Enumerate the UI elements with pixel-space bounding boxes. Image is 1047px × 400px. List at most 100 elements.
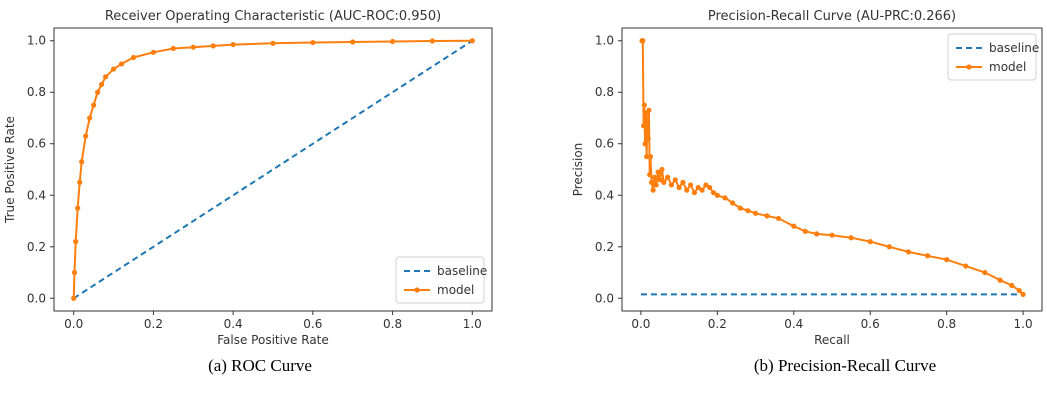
roc-x-tick-label: 0.2 <box>144 317 163 331</box>
prc-x-tick-label: 0.6 <box>861 317 880 331</box>
prc-model-point <box>752 210 759 216</box>
prc-model-point <box>647 172 653 178</box>
roc-y-tick-label: 0.6 <box>27 137 46 151</box>
prc-model-point <box>722 195 728 201</box>
roc-y-axis-label: True Positive Rate <box>3 116 17 224</box>
prc-model-point <box>1009 282 1015 288</box>
roc-x-axis-label: False Positive Rate <box>217 333 329 347</box>
prc-plot-frame <box>621 27 1043 312</box>
prc-model-point <box>1016 287 1022 294</box>
prc-model-point <box>665 174 671 180</box>
prc-y-tick-label: 0.8 <box>595 85 614 99</box>
prc-model-point <box>655 169 661 175</box>
prc-model-point <box>672 177 678 183</box>
prc-model-point <box>659 166 665 173</box>
roc-y-tick-label: 0.8 <box>27 85 46 99</box>
roc-x-tick-label: 0.4 <box>224 317 243 331</box>
prc-model-point <box>963 263 969 269</box>
roc-model-point <box>99 81 105 88</box>
roc-model-point <box>170 45 176 52</box>
prc-model-point <box>642 141 648 147</box>
prc-model-point <box>646 107 652 113</box>
prc-model-point <box>652 174 658 180</box>
prc-model-point <box>924 253 931 259</box>
prc-model-point <box>676 184 682 191</box>
prc-y-tick-label: 0.4 <box>595 188 614 202</box>
prc-model-point <box>668 182 675 188</box>
roc-model-point <box>150 49 157 55</box>
roc-model-point <box>190 44 196 50</box>
prc-model-point <box>650 187 656 193</box>
prc-legend-marker-model <box>966 64 972 70</box>
roc-model-point <box>429 38 436 44</box>
caption-roc: (a) ROC Curve <box>208 356 312 375</box>
prc-y-tick-label: 0.0 <box>595 291 614 305</box>
roc-model-point <box>75 205 81 211</box>
roc-model-point <box>389 38 396 45</box>
roc-y-tick-label: 0.4 <box>27 188 46 202</box>
prc-model-point <box>775 215 782 222</box>
prc-model-point <box>814 231 820 237</box>
roc-model-point <box>91 102 97 108</box>
prc-model-point <box>829 232 835 238</box>
roc-chart-title: Receiver Operating Characteristic (AUC-R… <box>105 9 441 24</box>
prc-model-point <box>764 213 770 219</box>
caption-prc: (b) Precision-Recall Curve <box>753 356 937 375</box>
roc-x-tick-label: 0.8 <box>383 317 402 331</box>
prc-y-tick-label: 0.2 <box>595 240 614 254</box>
roc-model-point <box>469 38 475 44</box>
prc-chart-title: Precision-Recall Curve (AU-PRC:0.266) <box>708 9 956 24</box>
roc-model-point <box>83 133 89 139</box>
prc-model-point <box>653 182 659 188</box>
roc-x-tick-label: 1.0 <box>463 317 482 331</box>
prc-model-point <box>645 135 651 142</box>
roc-legend-marker-model <box>414 287 420 293</box>
prc-y-tick-label: 0.6 <box>595 137 614 151</box>
roc-y-tick-label: 0.0 <box>27 291 46 305</box>
roc-model-point <box>71 269 78 276</box>
prc-model-point <box>644 154 650 160</box>
prc-model-point <box>745 208 751 214</box>
prc-model-point <box>707 184 713 191</box>
prc-x-tick-label: 1.0 <box>1014 317 1033 331</box>
prc-model-point <box>802 228 808 234</box>
prc-model-point <box>647 154 654 160</box>
prc-legend-label-model: model <box>989 60 1026 74</box>
prc-model-point <box>657 177 663 183</box>
prc-x-tick-label: 0.8 <box>937 317 956 331</box>
roc-model-point <box>77 179 83 185</box>
roc-legend-label-baseline: baseline <box>437 264 487 278</box>
roc-model-point <box>130 54 137 61</box>
prc-model-point <box>680 179 686 185</box>
roc-model-point <box>95 89 101 95</box>
roc-model-point <box>73 239 79 245</box>
roc-x-tick-label: 0.0 <box>64 317 83 331</box>
prc-model-point <box>691 190 698 196</box>
roc-model-point <box>102 74 109 80</box>
prc-y-tick-label: 1.0 <box>595 34 614 48</box>
prc-model-point <box>661 179 667 185</box>
prc-model-point <box>944 257 950 263</box>
roc-series-baseline-line <box>73 39 473 300</box>
prc-model-point <box>791 223 797 229</box>
prc-model-point <box>640 123 647 129</box>
roc-series-model-line <box>72 39 473 299</box>
roc-model-point <box>210 43 216 49</box>
prc-model-point <box>905 249 912 255</box>
prc-model-point <box>848 235 854 241</box>
prc-model-point <box>684 187 690 193</box>
prc-model-point <box>695 184 701 191</box>
roc-model-point <box>79 159 85 165</box>
roc-y-tick-label: 1.0 <box>27 34 46 48</box>
prc-model-point <box>714 192 720 198</box>
prc-model-point <box>982 269 988 276</box>
roc-model-point <box>87 115 93 121</box>
roc-model-point <box>270 40 276 46</box>
prc-model-point <box>997 277 1003 283</box>
prc-model-point <box>649 179 655 185</box>
roc-x-tick-label: 0.6 <box>303 317 322 331</box>
roc-model-point <box>350 39 356 45</box>
prc-y-axis-label: Precision <box>571 143 585 197</box>
roc-legend-label-model: model <box>437 283 474 297</box>
